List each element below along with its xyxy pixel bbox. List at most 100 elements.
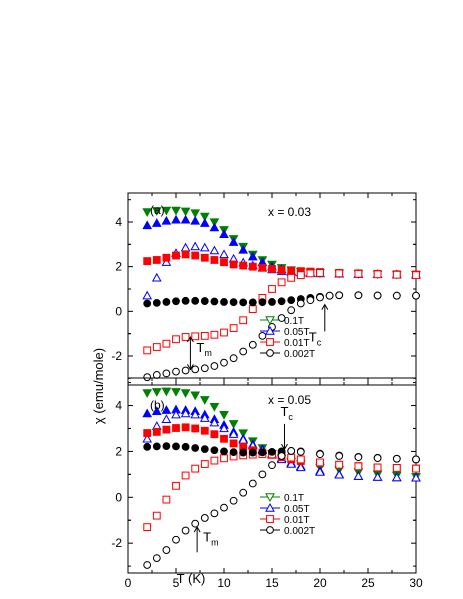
data-point	[181, 471, 190, 480]
data-point	[373, 270, 382, 279]
data-point	[287, 447, 296, 455]
data-point	[191, 251, 200, 260]
data-point	[161, 387, 172, 397]
composition-annotation: x = 0.03	[268, 205, 311, 219]
marker-label: Tm	[196, 340, 211, 358]
data-point	[143, 429, 152, 437]
legend-entry: 0.002T	[260, 526, 315, 537]
data-point	[190, 215, 201, 225]
data-point	[180, 214, 191, 224]
data-point	[220, 298, 228, 306]
data-point	[180, 207, 191, 217]
legend-label: 0.05T	[284, 504, 310, 515]
legend-marker	[265, 316, 275, 326]
data-point	[228, 429, 239, 438]
data-point	[248, 262, 257, 271]
data-point	[411, 472, 421, 482]
data-point	[191, 464, 200, 473]
data-point	[172, 251, 180, 260]
data-point	[392, 454, 401, 463]
x-tick-label: 20	[313, 576, 327, 590]
data-point	[162, 495, 171, 504]
data-point	[200, 364, 209, 373]
data-point	[171, 409, 181, 419]
y-tick-label: 0	[115, 490, 122, 504]
data-point	[151, 388, 162, 397]
data-point	[228, 420, 239, 429]
data-point	[219, 411, 229, 420]
data-point	[209, 417, 220, 427]
data-point	[248, 479, 257, 488]
data-point	[210, 430, 219, 439]
tm-marker: Tm	[193, 526, 219, 553]
series-0.01t-open	[143, 450, 420, 532]
data-point	[172, 367, 180, 376]
data-point	[287, 296, 296, 305]
data-point	[200, 426, 209, 435]
data-point	[258, 263, 267, 272]
data-point	[151, 207, 162, 216]
data-point	[143, 257, 152, 265]
legend-label: 0.002T	[284, 349, 315, 360]
data-point	[162, 425, 171, 434]
data-point	[248, 298, 257, 307]
marker-subscript: m	[211, 538, 219, 548]
data-point	[162, 253, 171, 262]
marker-subscript: c	[288, 412, 293, 422]
data-point	[199, 396, 210, 405]
data-point	[143, 346, 152, 355]
data-point	[220, 358, 228, 367]
data-point	[268, 447, 276, 456]
data-point	[239, 448, 248, 457]
arrow-head	[193, 526, 201, 533]
x-tick-label: 30	[409, 576, 423, 590]
data-point	[200, 445, 209, 454]
data-point	[200, 253, 209, 262]
data-point	[412, 464, 420, 473]
data-point	[229, 354, 238, 363]
data-point	[391, 472, 402, 482]
data-point	[354, 453, 363, 462]
data-point	[143, 442, 152, 451]
data-point	[315, 467, 325, 476]
data-point	[210, 509, 219, 518]
data-point	[229, 324, 238, 332]
legend-marker	[265, 325, 275, 335]
series-0.002t-open	[143, 291, 420, 382]
data-point	[335, 460, 344, 469]
data-point	[220, 328, 228, 337]
marker-subscript: m	[204, 348, 212, 358]
legend-marker	[266, 515, 274, 523]
arrow-head	[186, 364, 194, 371]
legend-entry: 0.01T	[260, 515, 310, 526]
data-point	[239, 347, 248, 356]
data-point	[191, 332, 200, 341]
data-point	[228, 237, 239, 246]
data-point	[209, 402, 220, 412]
data-point	[373, 454, 382, 462]
data-point	[296, 447, 305, 456]
y-tick-label: 0	[115, 304, 122, 318]
data-point	[151, 406, 162, 415]
data-point	[191, 519, 200, 528]
data-point	[238, 244, 249, 254]
data-point	[171, 388, 181, 397]
y-tick-label: 4	[115, 215, 122, 229]
data-point	[151, 272, 162, 282]
data-point	[220, 503, 228, 512]
data-point	[296, 271, 305, 280]
data-point	[210, 456, 219, 465]
data-point	[181, 442, 190, 451]
legend-label: 0.01T	[284, 338, 310, 349]
legend-label: 0.05T	[284, 327, 310, 338]
data-point	[181, 366, 190, 375]
series-0.002t-open	[143, 447, 420, 569]
data-point	[229, 260, 238, 269]
data-point	[161, 405, 172, 414]
legend-entry: 0.002T	[260, 349, 315, 360]
data-point	[200, 331, 209, 340]
